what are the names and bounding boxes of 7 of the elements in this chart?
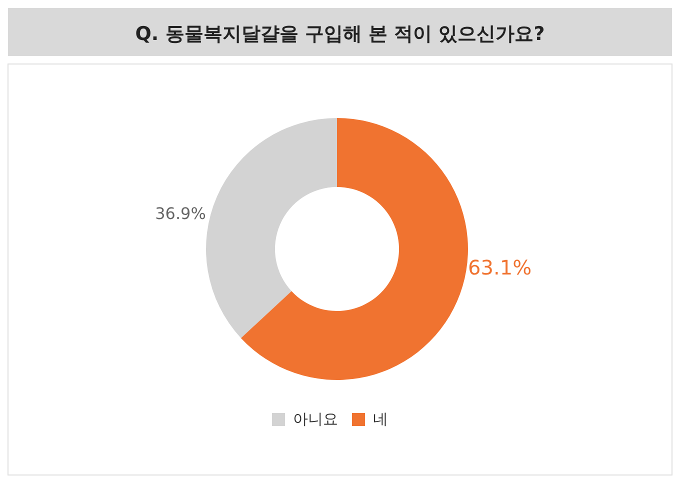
legend-label: 네	[373, 410, 388, 428]
legend-label: 아니요	[293, 410, 338, 428]
data-label: 36.9%	[155, 204, 206, 224]
chart-title: Q. 동물복지달걀을 구입해 본 적이 있으신가요?	[135, 23, 545, 45]
donut-slice	[240, 118, 468, 380]
data-label: 63.1%	[468, 255, 532, 280]
donut-slice	[206, 118, 337, 338]
